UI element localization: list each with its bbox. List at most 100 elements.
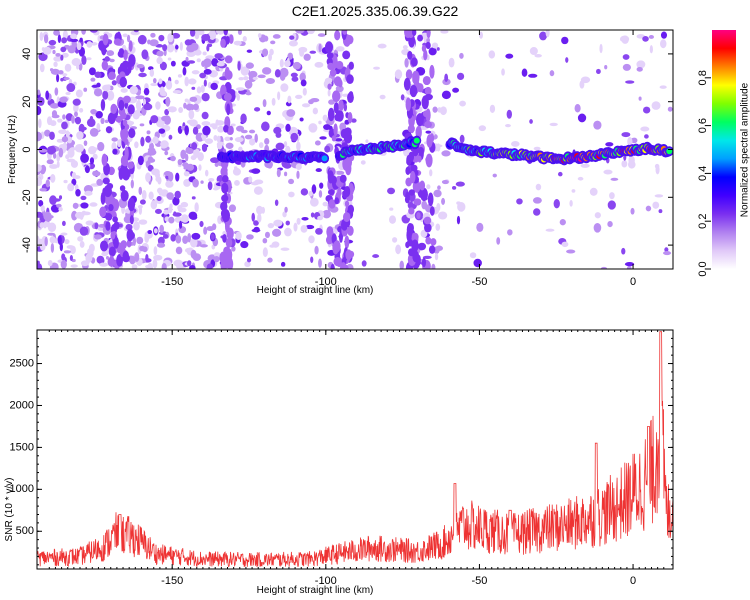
noise-blob: [277, 91, 281, 101]
noise-blob: [162, 234, 169, 239]
noise-blob: [49, 131, 55, 140]
noise-blob: [150, 32, 156, 38]
noise-blob: [476, 222, 484, 233]
noise-blob: [67, 45, 76, 54]
noise-blob: [201, 33, 211, 42]
streak-blob: [102, 177, 110, 185]
noise-blob: [150, 115, 159, 124]
noise-blob: [444, 73, 449, 83]
noise-blob: [571, 189, 576, 193]
streak-blob: [326, 226, 334, 238]
streak-blob: [123, 49, 128, 61]
noise-blob: [158, 128, 166, 134]
noise-blob: [455, 181, 465, 187]
noise-blob: [215, 119, 219, 125]
noise-blob: [177, 74, 183, 78]
noise-blob: [621, 132, 631, 138]
noise-blob: [284, 206, 288, 213]
noise-blob: [56, 73, 60, 83]
noise-blob: [187, 103, 192, 109]
noise-blob: [207, 181, 213, 191]
noise-blob: [292, 61, 301, 70]
noise-blob: [187, 60, 196, 64]
noise-blob: [104, 119, 109, 124]
noise-blob: [301, 103, 311, 108]
streak-blob: [328, 199, 336, 209]
noise-blob: [580, 163, 590, 168]
noise-blob: [111, 80, 117, 86]
noise-blob: [301, 216, 309, 221]
streak-blob: [224, 219, 230, 234]
noise-blob: [280, 247, 290, 251]
streak-blob: [339, 262, 347, 269]
noise-blob: [186, 163, 195, 171]
noise-blob: [160, 189, 169, 197]
noise-blob: [196, 86, 202, 94]
streak-blob: [338, 99, 344, 111]
noise-blob: [216, 135, 221, 143]
noise-blob: [54, 87, 59, 96]
noise-blob: [199, 72, 207, 79]
noise-blob: [314, 140, 321, 146]
noise-blob: [314, 245, 319, 255]
noise-blob: [619, 35, 630, 43]
noise-blob: [143, 87, 150, 96]
noise-blob: [365, 139, 369, 144]
noise-blob: [599, 43, 603, 54]
noise-blob: [201, 92, 210, 102]
noise-blob: [37, 177, 43, 187]
streak-blob: [128, 231, 135, 240]
noise-blob: [267, 222, 275, 229]
noise-blob: [59, 242, 63, 252]
noise-blob: [58, 129, 68, 135]
noise-blob: [272, 228, 282, 237]
noise-blob: [275, 142, 285, 151]
noise-blob: [322, 114, 328, 122]
noise-blob: [63, 250, 72, 254]
noise-blob: [192, 103, 199, 111]
streak-blob: [105, 126, 113, 134]
streak-blob: [333, 102, 339, 114]
colorbar-tick-label: 0.0: [697, 261, 709, 276]
noise-blob: [622, 54, 630, 60]
noise-blob: [559, 219, 566, 226]
streak-blob: [122, 250, 129, 262]
noise-blob: [161, 91, 167, 97]
noise-blob: [150, 82, 158, 87]
noise-blob: [76, 131, 84, 140]
noise-blob: [248, 176, 253, 183]
noise-blob: [96, 123, 101, 131]
noise-blob: [138, 219, 148, 225]
streak-blob: [99, 240, 109, 252]
noise-blob: [45, 179, 50, 188]
noise-blob: [83, 140, 88, 147]
noise-blob: [141, 189, 147, 200]
noise-blob: [214, 53, 224, 59]
noise-blob: [317, 33, 326, 37]
noise-blob: [296, 141, 301, 151]
streak-blob: [412, 250, 420, 263]
colorbar-tick-label: 0.4: [697, 166, 709, 181]
y-tick-label: 2000: [10, 399, 34, 411]
noise-blob: [201, 111, 209, 120]
noise-blob: [569, 200, 573, 207]
spectrogram-noise: [37, 30, 673, 269]
noise-blob: [188, 78, 197, 85]
streak-blob: [326, 52, 334, 59]
noise-blob: [62, 114, 66, 120]
noise-blob: [59, 96, 68, 103]
noise-blob: [248, 129, 256, 134]
noise-blob: [152, 136, 159, 144]
noise-blob: [74, 144, 84, 153]
noise-blob: [159, 224, 164, 234]
noise-blob: [621, 160, 628, 168]
streak-blob: [417, 155, 422, 163]
noise-blob: [306, 30, 315, 35]
streak-blob: [330, 263, 335, 269]
streak-blob: [416, 212, 421, 220]
noise-blob: [199, 220, 204, 228]
streak-blob: [223, 124, 229, 133]
noise-blob: [184, 125, 189, 136]
streak-blob: [108, 71, 116, 80]
x-axis-label: Height of straight line (km): [257, 285, 374, 296]
